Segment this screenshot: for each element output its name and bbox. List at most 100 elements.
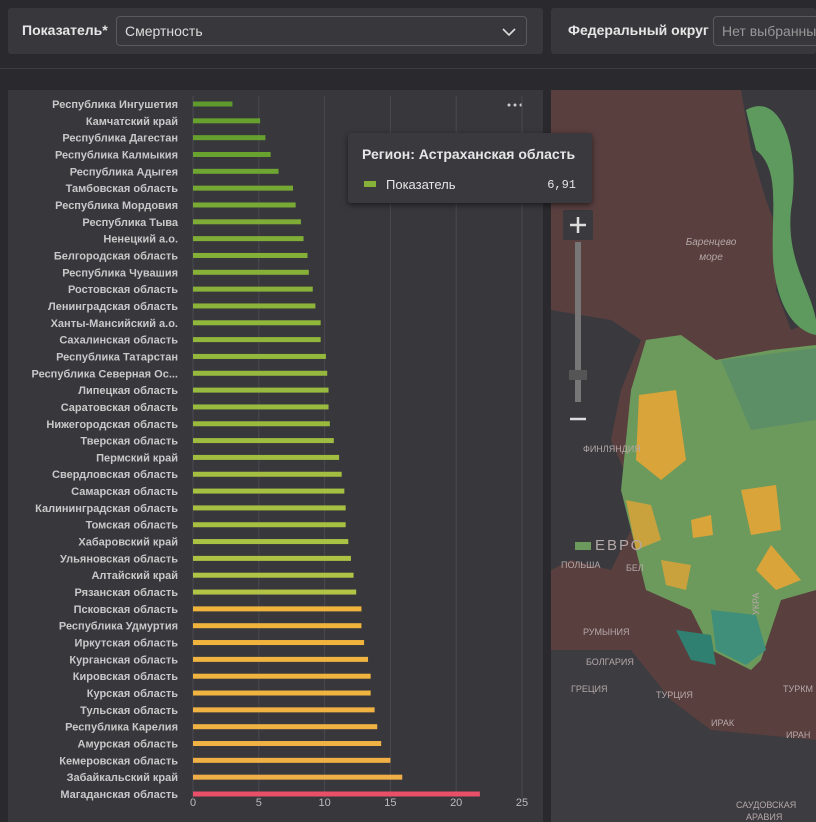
filter-panel: Показатель* Смертность: [8, 8, 543, 54]
bar: [193, 673, 371, 679]
legend-swatch: [364, 181, 376, 187]
bar: [193, 151, 271, 157]
bar: [193, 640, 365, 646]
region: [626, 500, 661, 550]
y-tick-label: Кемеровская область: [59, 755, 178, 767]
y-tick-label: Республика Тыва: [82, 217, 178, 229]
map-label: ФИНЛЯНДИЯ: [583, 444, 641, 454]
zoom-track[interactable]: [575, 242, 581, 402]
map-label: ТУРЦИЯ: [656, 690, 693, 700]
map-label: РУМЫНИЯ: [583, 627, 629, 637]
x-tick-label: 20: [450, 797, 462, 809]
bar: [193, 118, 261, 124]
y-tick-label: Республика Ингушетия: [52, 99, 178, 111]
map-label: БЕЛ: [626, 563, 644, 573]
chart-panel: 0 5 10 15 20 25 Республика Ингушетия Камчатский…: [8, 90, 543, 822]
bar: [193, 320, 321, 326]
filter-label: Федеральный округ: [568, 22, 709, 38]
bar: [193, 236, 304, 242]
y-tick-label: Томская область: [86, 520, 179, 532]
region: [756, 545, 801, 590]
map-label: ТУРКМ: [783, 684, 813, 694]
chevron: [502, 28, 516, 37]
district-select[interactable]: Нет выбранны: [713, 16, 816, 46]
map-label: море: [699, 252, 723, 263]
bar: [193, 219, 301, 225]
map-label: БОЛГАРИЯ: [586, 657, 634, 667]
y-tick-label: Республика Чувашия: [62, 267, 178, 279]
map-label: ИРАН: [786, 730, 810, 740]
icon: [570, 217, 586, 233]
bar: [193, 353, 326, 359]
y-tick-label: Амурская область: [78, 739, 179, 751]
y-tick-label: Республика Татарстан: [56, 351, 178, 363]
y-tick-label: Свердловская область: [52, 469, 178, 481]
region: [676, 630, 716, 665]
region: [691, 515, 713, 538]
bar: [193, 656, 369, 662]
tooltip-title: Регион: Астраханская область: [362, 146, 576, 162]
zoom-thumb[interactable]: [569, 370, 587, 380]
map-label: ГРЕЦИЯ: [571, 684, 608, 694]
bar: [193, 269, 309, 275]
bar: [193, 337, 321, 343]
y-tick-label: Липецкая область: [78, 385, 178, 397]
y-tick-label: Магаданская область: [60, 789, 178, 801]
bar: [193, 101, 233, 107]
bar: [193, 505, 346, 511]
y-tick-label: Калининградская область: [35, 503, 178, 515]
x-tick-label: 15: [384, 797, 396, 809]
bar: [193, 135, 266, 141]
bar: [193, 774, 403, 780]
y-tick-label: Республика Адыгея: [70, 166, 178, 178]
y-tick-label: Алтайский край: [91, 570, 178, 582]
y-tick-label: Псковская область: [74, 604, 179, 616]
bar: [193, 791, 480, 797]
bar: [193, 572, 354, 578]
bar: [193, 471, 342, 477]
y-tick-label: Курская область: [87, 688, 178, 700]
y-tick-label: Республика Северная Ос...: [32, 368, 178, 380]
bar: [193, 623, 362, 629]
map-label: ПОЛЬША: [561, 560, 600, 570]
land: [551, 650, 816, 822]
bar: [193, 286, 313, 292]
bar: [193, 606, 362, 612]
bar: [193, 370, 328, 376]
bar: [193, 421, 330, 427]
y-tick-label: Ханты-Мансийский а.о.: [51, 318, 178, 330]
y-tick-label: Тамбовская область: [66, 183, 179, 195]
bar: [193, 522, 346, 528]
x-tick-label: 5: [256, 797, 262, 809]
map: Баренцево море ФИНЛЯНДИЯ ЕВРО ПОЛЬША БЕЛ…: [551, 90, 816, 822]
bar: [193, 454, 340, 460]
select-value: Смертность: [125, 23, 203, 39]
y-tick-label: Нижегородская область: [46, 419, 178, 431]
region: [575, 542, 591, 550]
bar: [193, 252, 308, 258]
y-tick-label: Республика Карелия: [65, 722, 178, 734]
bar: [193, 438, 334, 444]
x-tick-label: 25: [516, 797, 528, 809]
y-tick-label: Республика Калмыкия: [55, 149, 178, 161]
bar: [193, 404, 329, 410]
y-tick-label: Самарская область: [71, 486, 178, 498]
y-tick-label: Ленинградская область: [48, 301, 178, 313]
y-tick-label: Камчатский край: [86, 116, 178, 128]
y-tick-label: Ульяновская область: [60, 553, 178, 565]
y-tick-label: Ростовская область: [68, 284, 178, 296]
y-tick-label: Республика Мордовия: [55, 200, 178, 212]
map-label: ЕВРО: [595, 537, 644, 554]
x-tick-label: 10: [318, 797, 330, 809]
indicator-select[interactable]: Смертность: [116, 16, 527, 46]
y-tick-label: Кировская область: [73, 671, 178, 683]
divider: [0, 68, 816, 69]
y-tick-label: Хабаровский край: [78, 537, 178, 549]
bar: [193, 168, 279, 174]
map-label: АРАВИЯ: [746, 812, 782, 822]
y-tick-label: Иркутская область: [75, 638, 179, 650]
bar: [193, 724, 378, 730]
region: [661, 560, 691, 590]
menu[interactable]: [507, 103, 523, 107]
